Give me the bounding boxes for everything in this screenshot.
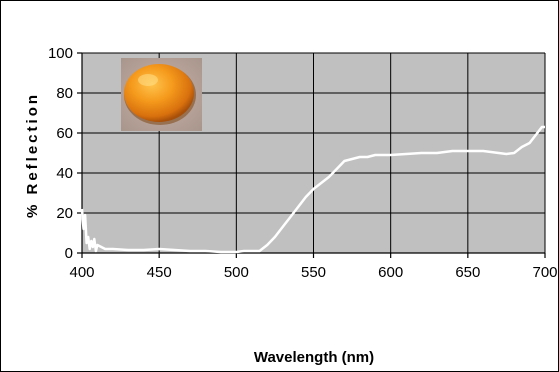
x-tick-label: 450	[147, 264, 172, 281]
y-tick-label: 80	[56, 85, 73, 102]
x-tick-label: 550	[301, 264, 326, 281]
y-tick-label: 40	[56, 165, 73, 182]
y-tick-label: 0	[65, 245, 73, 262]
x-tick-label: 650	[455, 264, 480, 281]
axes	[77, 52, 546, 258]
orange-photo	[121, 58, 202, 131]
y-tick-labels: 0 20 40 60 80 100	[48, 45, 73, 262]
x-axis-title: Wavelength (nm)	[254, 349, 374, 366]
y-tick-label: 60	[56, 125, 73, 142]
reflection-line	[80, 125, 545, 254]
x-tick-label: 400	[69, 264, 94, 281]
x-tick-label: 500	[224, 264, 249, 281]
x-tick-label: 600	[378, 264, 403, 281]
y-tick-label: 20	[56, 205, 73, 222]
y-axis-title: % Reflection	[24, 92, 41, 218]
y-tick-label: 100	[48, 45, 73, 62]
x-tick-labels: 400 450 500 550 600 650 700	[69, 264, 557, 281]
x-tick-label: 700	[532, 264, 557, 281]
